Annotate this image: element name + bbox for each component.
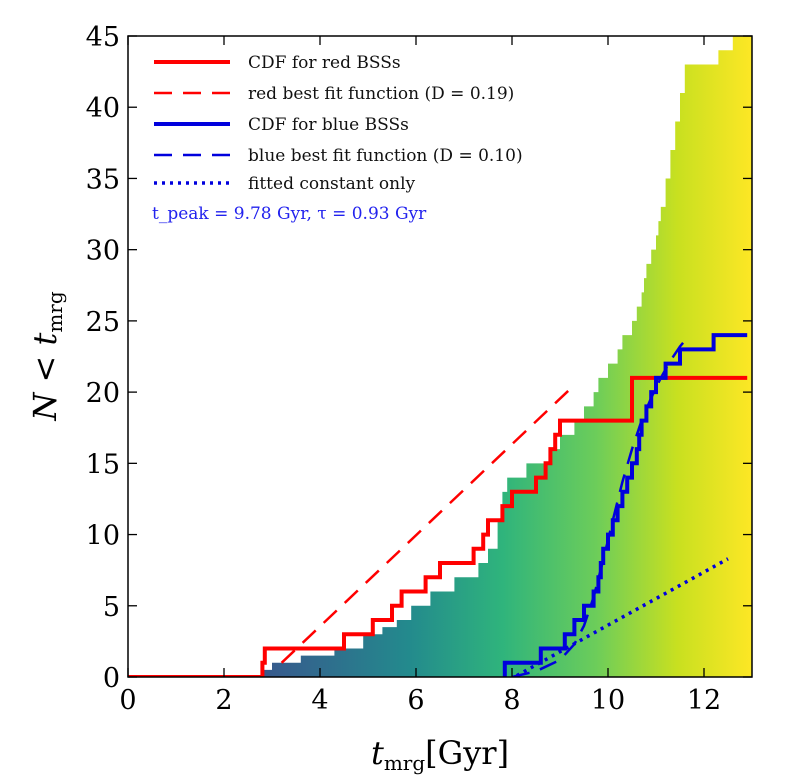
plot-frame	[127, 35, 753, 678]
legend-label: fitted constant only	[248, 174, 416, 194]
y-tick-label: 30	[86, 236, 120, 267]
legend-label: blue best fit function (D = 0.10)	[248, 146, 523, 166]
series-blue-cdf	[502, 333, 748, 677]
x-tick-label: 10	[591, 685, 625, 716]
y-tick-label: 45	[86, 22, 120, 53]
legend-label: CDF for red BSSs	[248, 53, 401, 73]
legend-label: red best fit function (D = 0.19)	[248, 84, 514, 104]
legend: CDF for red BSSs red best fit function (…	[154, 53, 523, 194]
y-tick-label: 15	[86, 449, 120, 480]
legend-label: CDF for blue BSSs	[248, 115, 409, 135]
x-tick-label: 12	[687, 685, 721, 716]
x-tick-label: 4	[311, 685, 328, 716]
y-tick-label: 20	[86, 378, 120, 409]
y-tick-label: 10	[86, 521, 120, 552]
x-tick-label: 6	[407, 685, 424, 716]
y-tick-label: 40	[86, 93, 120, 124]
series-red-fit	[280, 384, 576, 664]
y-tick-label: 5	[103, 592, 120, 623]
series-red-cdf	[128, 375, 748, 677]
y-tick-label: 35	[86, 164, 120, 195]
x-tick-label: 2	[215, 685, 232, 716]
x-tick-label: 8	[503, 685, 520, 716]
background-histogram	[262, 36, 752, 677]
fit-annotation: t_peak = 9.78 Gyr, τ = 0.93 Gyr	[152, 204, 427, 224]
series-layer	[128, 333, 748, 677]
axis-ticks: 0 2 4 6 8 10 12 0 5 10 15 20 25 30 35 40 45	[86, 22, 752, 716]
y-axis-label: N < tmrg	[26, 291, 67, 422]
legend-entry-red-fit: red best fit function (D = 0.19)	[154, 84, 514, 104]
series-constant-fit	[515, 557, 729, 677]
x-tick-label: 0	[119, 685, 136, 716]
y-tick-label: 25	[86, 307, 120, 338]
legend-entry-constant: fitted constant only	[154, 174, 416, 194]
histogram-area	[262, 36, 752, 677]
y-tick-label: 0	[103, 663, 120, 694]
legend-entry-blue-fit: blue best fit function (D = 0.10)	[154, 146, 523, 166]
legend-entry-blue-cdf: CDF for blue BSSs	[154, 115, 409, 135]
legend-entry-red-cdf: CDF for red BSSs	[154, 53, 401, 73]
x-axis-label: tmrg[Gyr]	[371, 734, 509, 775]
